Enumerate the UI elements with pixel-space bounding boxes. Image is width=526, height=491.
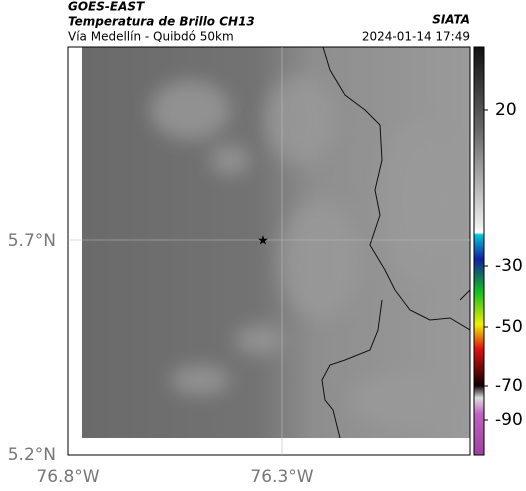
agency: SIATA bbox=[432, 13, 470, 27]
subtitle: Vía Medellín - Quibdó 50km bbox=[68, 30, 234, 44]
lon-label: 76.8°W bbox=[36, 467, 99, 487]
colorbar bbox=[473, 46, 485, 456]
satellite-image bbox=[82, 47, 470, 438]
source: GOES-EAST bbox=[68, 0, 145, 14]
timestamp: 2024-01-14 17:49 bbox=[362, 30, 470, 44]
colorbar-label: -50 bbox=[495, 317, 523, 337]
colorbar-label: -90 bbox=[495, 410, 523, 430]
lat-label: 5.2°N bbox=[8, 445, 56, 465]
title: Temperatura de Brillo CH13 bbox=[68, 15, 255, 29]
colorbar-label: -70 bbox=[495, 376, 523, 396]
map-frame bbox=[67, 46, 471, 456]
lon-label: 76.3°W bbox=[250, 467, 313, 487]
colorbar-label: 20 bbox=[495, 100, 517, 120]
location-marker: ★ bbox=[257, 234, 269, 249]
lat-label: 5.7°N bbox=[8, 231, 56, 251]
colorbar-label: -30 bbox=[495, 256, 523, 276]
colorbar-ticks bbox=[484, 109, 488, 421]
